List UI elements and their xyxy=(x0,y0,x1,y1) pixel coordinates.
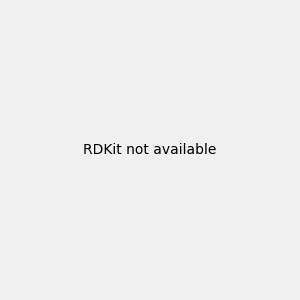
Text: RDKit not available: RDKit not available xyxy=(83,143,217,157)
